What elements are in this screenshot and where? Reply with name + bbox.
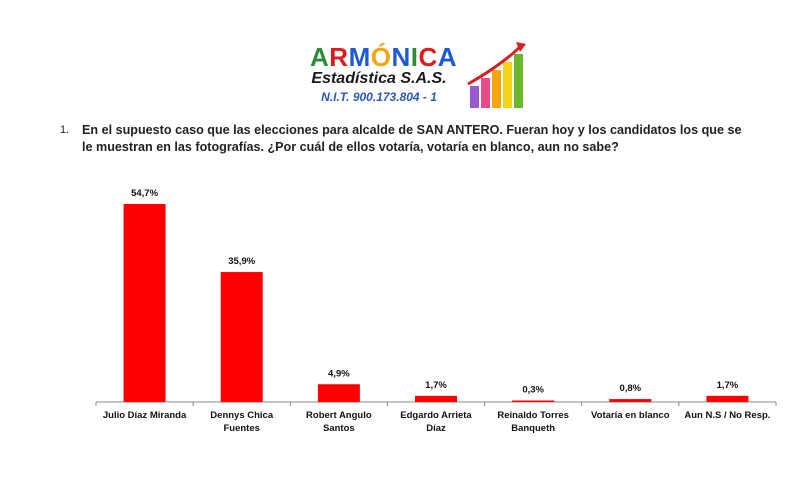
category-label: Votaría en blanco [591,410,670,421]
bar-value-label: 1,7% [717,380,739,391]
brand-letter: N [391,42,411,72]
question-text: En el supuesto caso que las elecciones p… [82,123,742,154]
company-logo: ARMÓNICA Estadística S.A.S. N.I.T. 900.1… [300,40,540,112]
category-label: Dennys Chica [210,410,274,421]
bar [123,204,166,402]
bar [512,400,555,402]
brand-letter: Ó [370,42,392,72]
brand-nit: N.I.T. 900.173.804 - 1 [321,90,437,104]
category-label: Díaz [426,423,446,434]
brand-subtitle: Estadística S.A.S. [311,70,447,87]
category-label: Reinaldo Torres [497,410,569,421]
category-label: Julio Díaz Miranda [103,410,187,421]
category-label: Aun N.S / No Resp. [684,410,770,421]
bar [415,395,457,402]
category-label: Edgardo Arrieta [400,410,472,421]
brand-letter: I [410,42,419,72]
growth-chart-icon [467,42,526,108]
brand-letter: C [418,42,438,72]
bar-value-label: 0,3% [522,385,544,396]
category-label: Robert Angulo [306,410,372,421]
brand-letter: A [437,42,458,72]
bar [220,272,263,402]
category-label: Santos [323,423,355,434]
bar-value-label: 35,9% [228,256,255,267]
question-number: 1. [60,124,70,136]
category-label: Banqueth [511,423,555,434]
brand-letter: A [310,42,330,72]
bar-value-label: 0,8% [619,383,641,394]
bar [609,399,652,402]
bar-value-label: 4,9% [328,368,350,379]
bar [706,395,749,402]
brand-letter: M [348,42,371,72]
category-label: Fuentes [223,423,259,434]
brand-name: ARMÓNICA [310,42,457,73]
bar-value-label: 54,7% [131,188,158,199]
bar [317,384,360,402]
bar-value-label: 1,7% [425,380,447,391]
brand-letter: R [329,42,349,72]
